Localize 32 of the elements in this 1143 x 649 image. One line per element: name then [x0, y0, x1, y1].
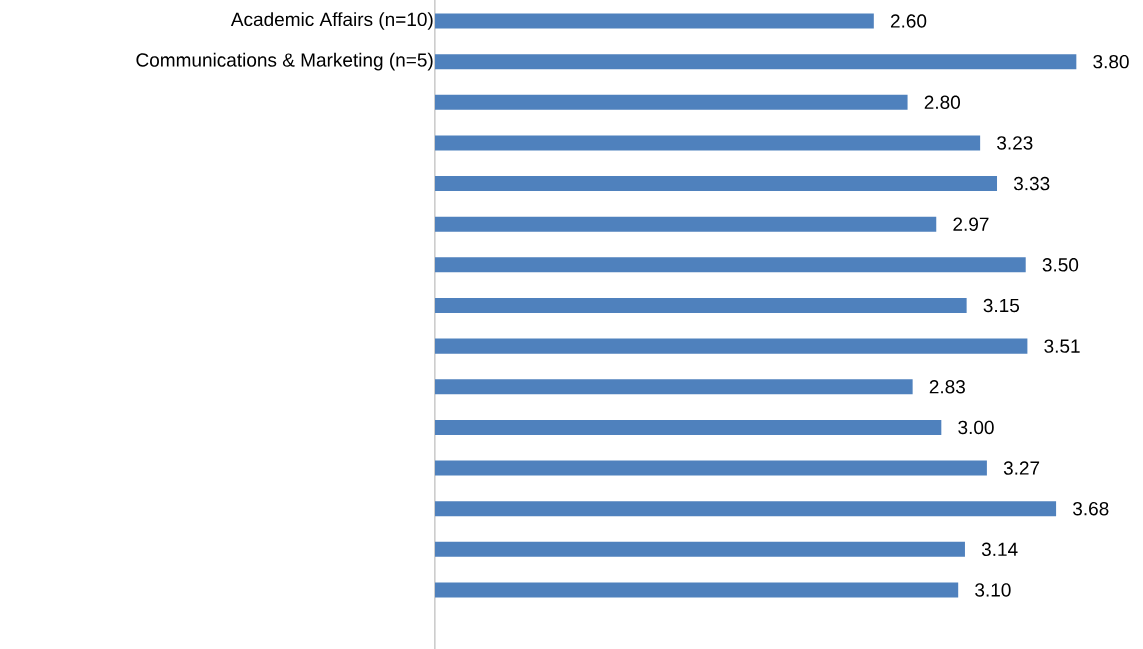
bar: [435, 419, 942, 435]
data-label: 2.97: [953, 217, 989, 231]
bar: [435, 135, 981, 151]
bar: [435, 338, 1028, 354]
data-label: 3.50: [1042, 258, 1079, 272]
data-label: 3.51: [1044, 339, 1080, 353]
data-label: 3.10: [975, 583, 1011, 597]
data-label: 3.68: [1073, 501, 1109, 516]
bar: [435, 582, 959, 598]
bar: [435, 379, 913, 395]
data-label: 2.83: [929, 380, 965, 394]
y-tick-label: Communications & Marketing (n=5): [136, 52, 433, 71]
bar: [435, 216, 937, 232]
bar: [435, 501, 1057, 517]
bar: [435, 297, 967, 313]
data-label: 3.14: [981, 542, 1018, 557]
data-label: 3.33: [1013, 176, 1050, 191]
bar: [435, 257, 1026, 273]
bar: [435, 176, 998, 192]
y-tick-label: Academic Affairs (n=10): [230, 12, 433, 30]
data-label: 2.80: [924, 95, 960, 110]
bar: [435, 54, 1077, 70]
data-label: 3.80: [1093, 54, 1129, 69]
data-label: 3.15: [983, 298, 1020, 313]
bar: [435, 460, 987, 476]
bar: [435, 541, 965, 557]
bar: [435, 13, 874, 29]
data-label: 3.23: [997, 136, 1033, 150]
data-label: 2.60: [890, 14, 927, 28]
bar: [435, 94, 908, 110]
data-label: 3.00: [958, 420, 994, 435]
data-label: 3.27: [1003, 461, 1040, 475]
